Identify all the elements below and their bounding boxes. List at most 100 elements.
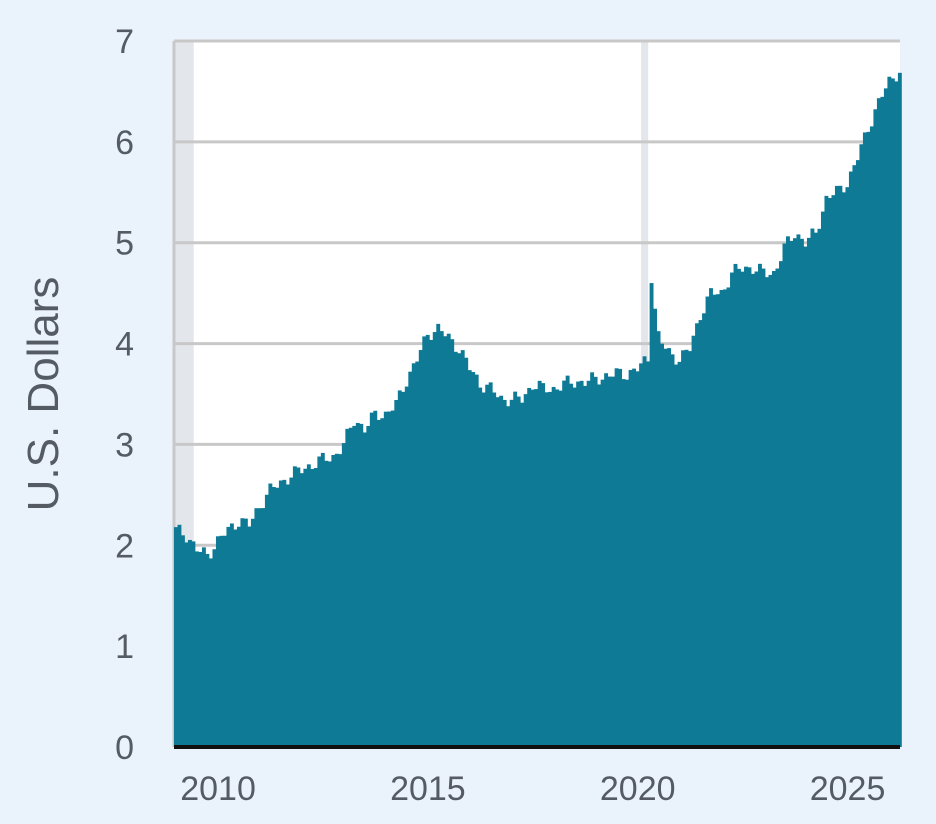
bar <box>712 294 717 747</box>
bar <box>432 332 437 747</box>
bar <box>380 418 385 747</box>
bar <box>341 443 346 747</box>
bar <box>667 348 671 747</box>
bar <box>824 195 829 748</box>
bar <box>709 288 713 747</box>
bar <box>401 391 406 747</box>
bar <box>303 468 308 747</box>
bar <box>257 508 262 747</box>
y-tick-label: 5 <box>115 225 134 263</box>
bar <box>572 387 577 747</box>
bar <box>677 361 682 747</box>
bar <box>422 336 427 747</box>
bar <box>457 353 462 747</box>
bar <box>747 267 752 747</box>
bar <box>635 371 640 747</box>
y-tick-label: 6 <box>115 124 134 162</box>
bar <box>611 376 616 747</box>
bar <box>583 385 588 747</box>
bar <box>607 376 612 747</box>
bar <box>174 527 178 747</box>
bar <box>614 368 619 747</box>
bar <box>660 343 664 747</box>
x-tick-label: 2025 <box>810 770 886 808</box>
bar <box>394 400 399 747</box>
bar <box>254 508 259 747</box>
bar <box>366 426 371 747</box>
bar <box>642 356 647 747</box>
bar <box>754 271 759 747</box>
bar <box>369 412 374 747</box>
bar <box>453 351 458 747</box>
bar <box>191 541 196 747</box>
bar <box>866 131 871 747</box>
bar <box>429 339 434 747</box>
bar <box>656 331 661 747</box>
bar <box>373 410 378 747</box>
bar <box>194 551 199 747</box>
bar <box>387 411 392 747</box>
x-tick-label: 2020 <box>600 770 676 808</box>
bar <box>618 368 623 747</box>
bar <box>887 76 892 747</box>
bar <box>691 335 696 747</box>
y-axis-title: U.S. Dollars <box>19 277 68 512</box>
bar <box>880 96 885 748</box>
bar <box>593 376 598 747</box>
bar <box>852 165 857 748</box>
bar <box>576 381 581 747</box>
bar <box>338 454 343 747</box>
bar <box>744 266 748 747</box>
bar <box>782 243 787 747</box>
bar <box>716 294 720 747</box>
bar <box>876 98 881 748</box>
bar <box>212 549 217 747</box>
bar <box>558 390 563 747</box>
bar <box>621 379 626 747</box>
bar <box>684 349 689 747</box>
bar <box>264 494 269 747</box>
bar <box>222 535 227 747</box>
bar <box>646 361 651 747</box>
bar <box>334 453 339 747</box>
bar <box>348 427 353 747</box>
bar <box>827 197 832 747</box>
bar <box>271 486 276 747</box>
bar <box>565 375 570 747</box>
bar <box>327 461 332 747</box>
bar <box>464 357 469 747</box>
bar <box>236 526 241 747</box>
bar <box>502 399 507 747</box>
bar <box>219 535 224 747</box>
bar <box>530 389 535 747</box>
bar <box>481 392 486 747</box>
bar <box>894 81 899 748</box>
bar <box>439 331 444 747</box>
bar <box>229 523 234 747</box>
bar <box>485 384 490 747</box>
bar <box>310 468 315 747</box>
bar <box>719 289 724 747</box>
bar <box>474 374 479 747</box>
bar <box>796 234 801 748</box>
bar <box>625 379 630 747</box>
bar <box>446 333 451 747</box>
bar <box>390 410 395 747</box>
bar <box>653 308 658 747</box>
bar <box>688 351 692 747</box>
bar <box>705 296 710 747</box>
bar <box>544 392 549 747</box>
bar <box>275 487 280 747</box>
bar <box>726 287 731 747</box>
bar <box>520 402 525 747</box>
bar <box>352 425 357 747</box>
bar <box>586 380 591 747</box>
bar <box>579 380 584 747</box>
bar <box>723 289 727 747</box>
bar <box>785 236 790 747</box>
bar <box>562 380 567 747</box>
bar <box>838 185 843 748</box>
bar <box>226 526 231 747</box>
bar <box>527 387 532 747</box>
